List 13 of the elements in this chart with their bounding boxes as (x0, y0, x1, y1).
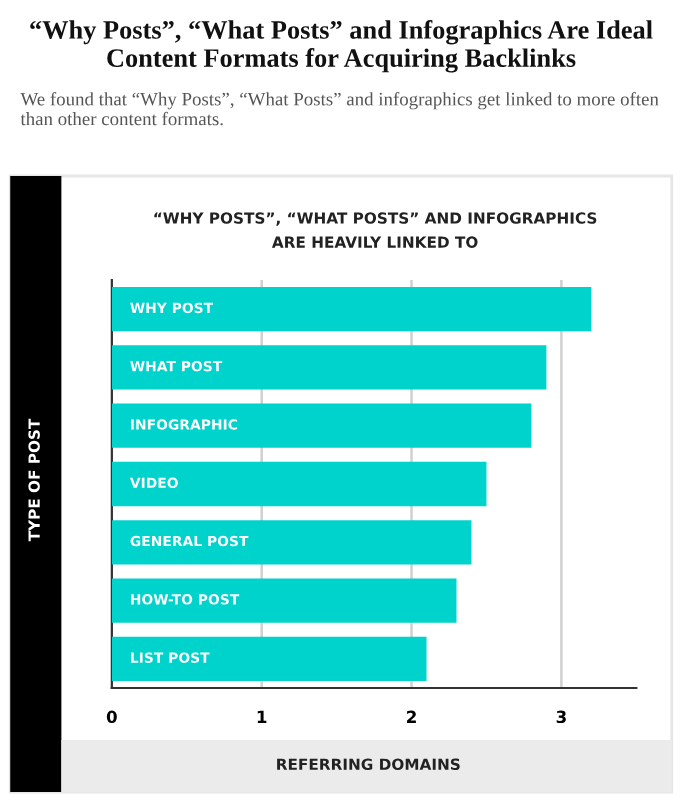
x-tick-label: 2 (407, 710, 416, 723)
bar (111, 461, 487, 507)
bar (111, 520, 472, 565)
bar (111, 636, 427, 682)
bar (111, 286, 592, 332)
x-tick-label: 3 (556, 710, 566, 724)
bar (111, 578, 457, 623)
bar (111, 403, 532, 448)
bar (111, 345, 547, 390)
x-tick-label: 1 (257, 710, 267, 723)
text: We found that “Why Posts”, “What Posts” and infographics get linked to more often than other content formats. (20, 92, 659, 126)
x-tick-label: 0 (106, 710, 117, 724)
chart-title: “Why Posts”, “What Posts” and Infographics Are Ideal Content Formats for Acquiring Backlinks (30, 20, 653, 73)
